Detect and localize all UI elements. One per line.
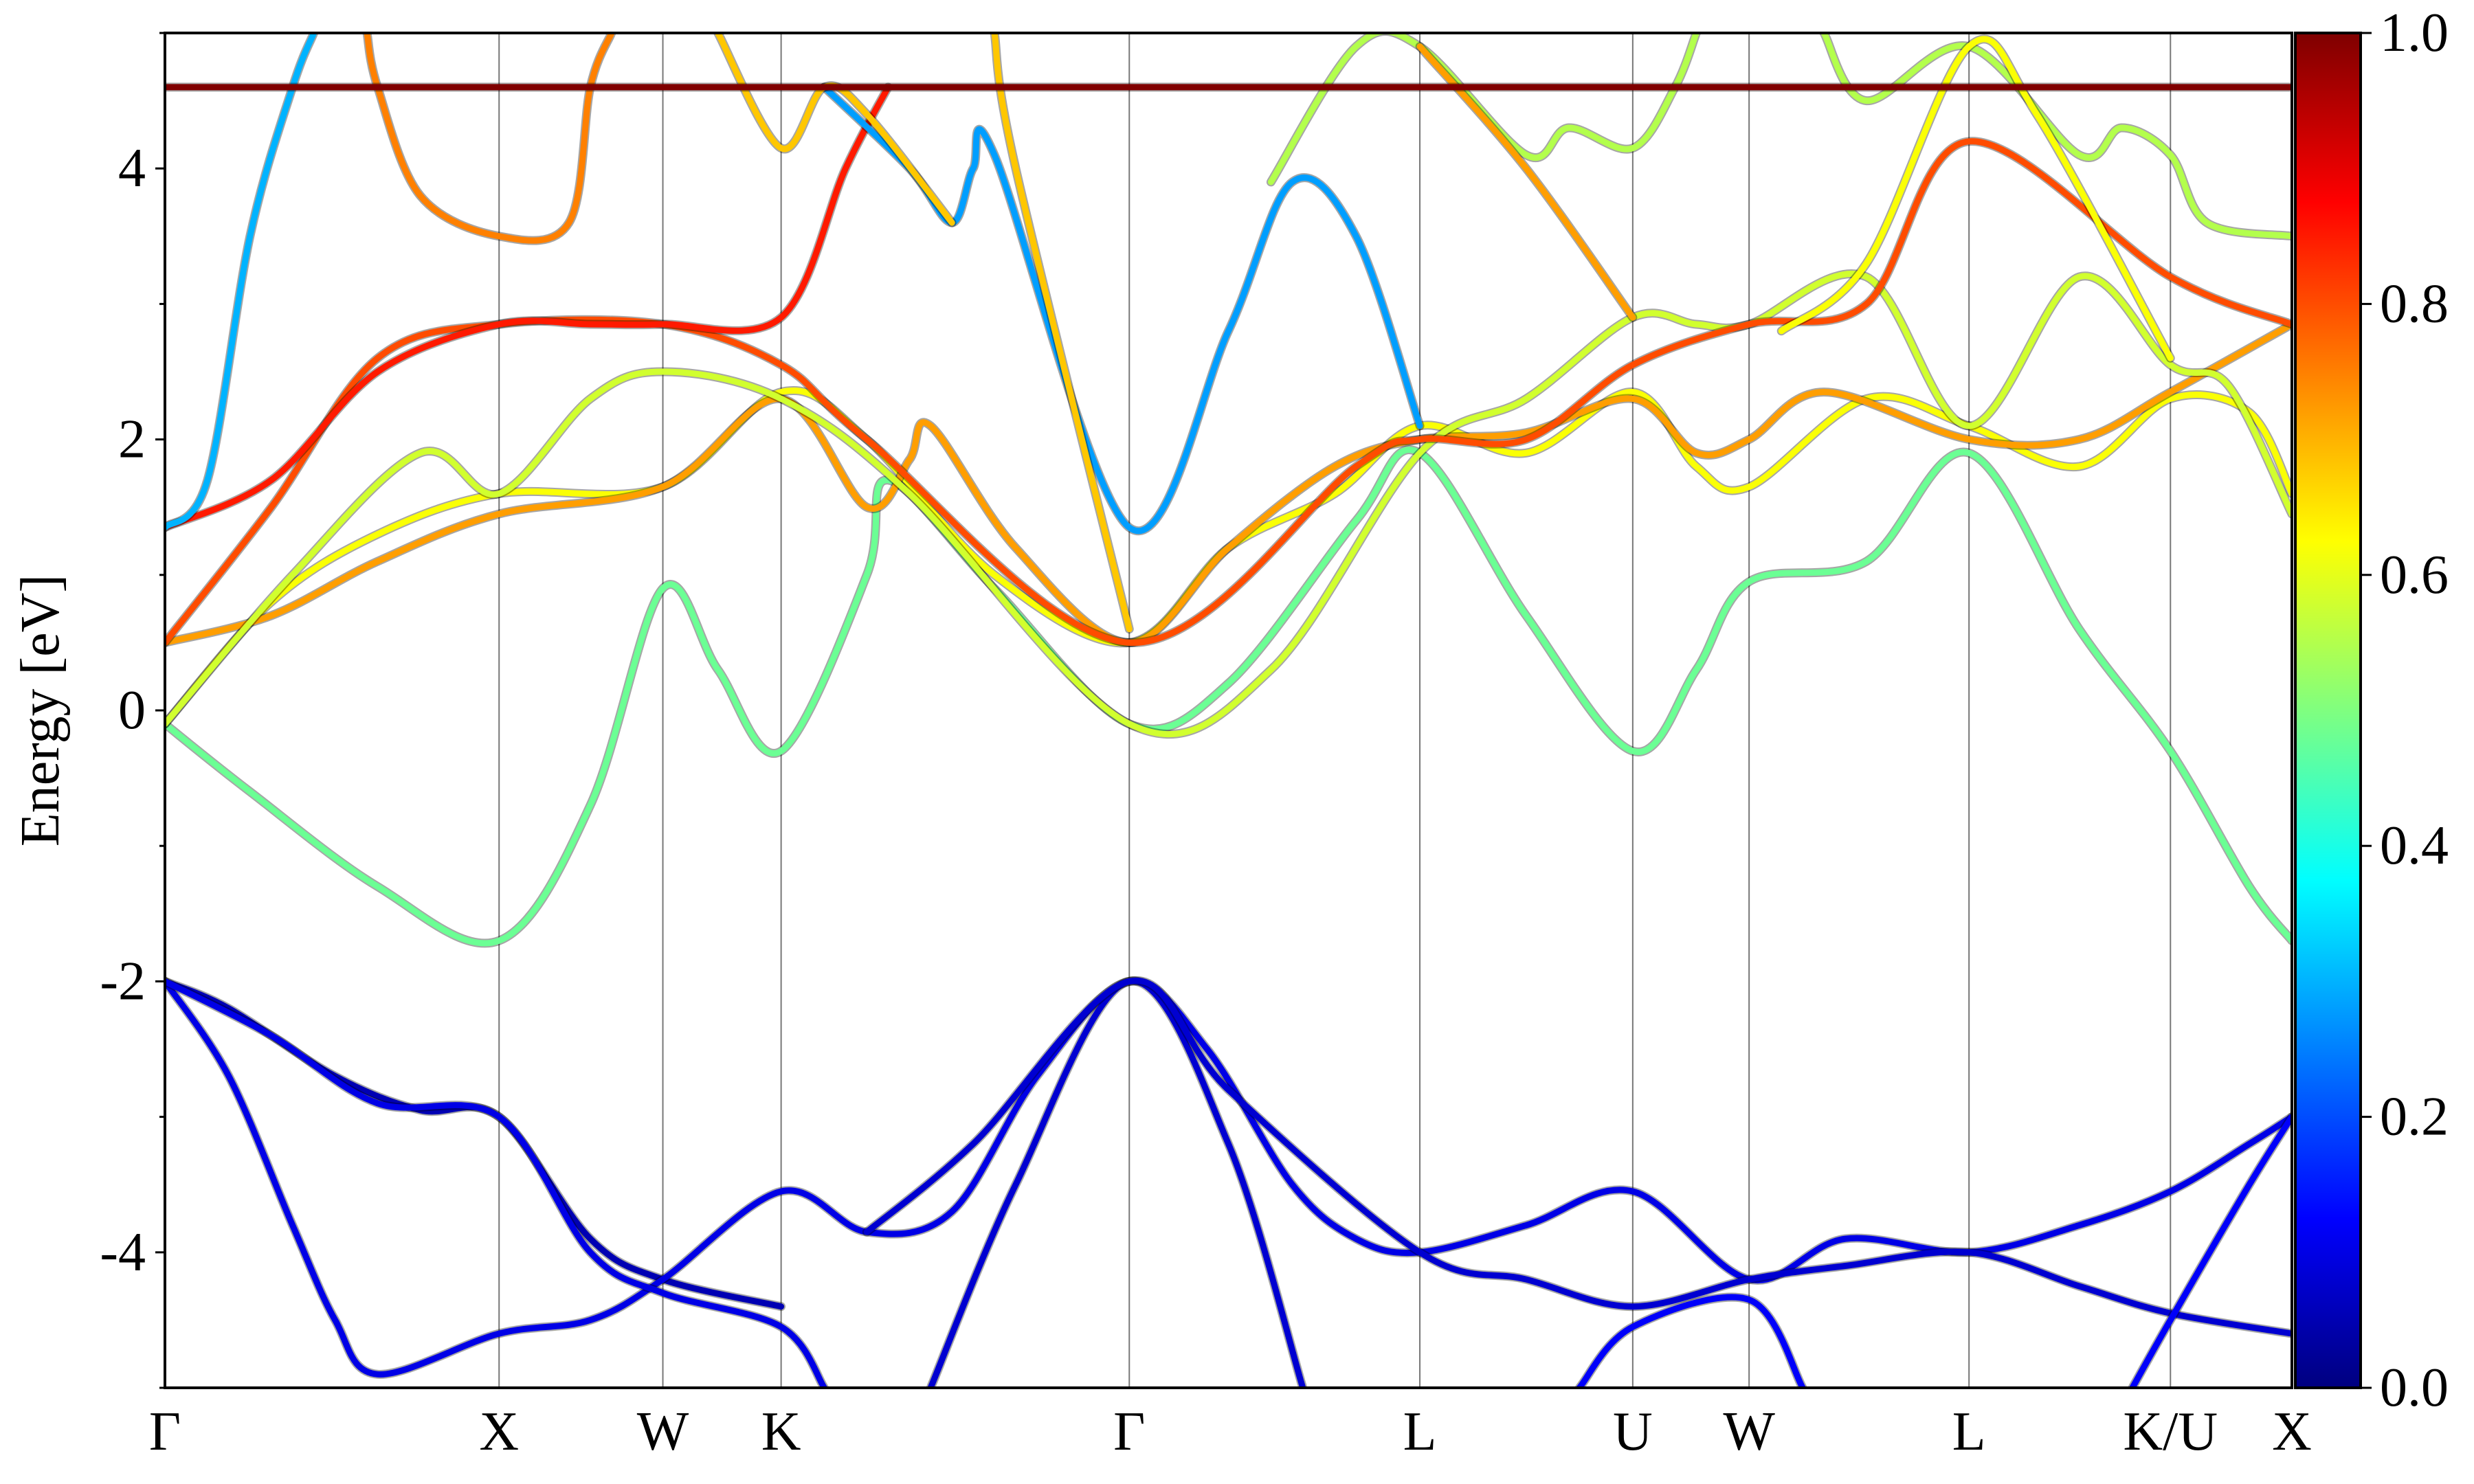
x-axis: Γ X W K Γ L U W L K/U X [149,1402,2312,1462]
x-tick-label: U [1613,1402,1653,1462]
y-tick-label: -2 [100,951,146,1011]
colorbar-axis: 0.0 0.2 0.4 0.6 0.8 1.0 [2361,3,2449,1418]
y-tick-label: -4 [100,1222,146,1283]
x-tick-label: L [1403,1402,1437,1462]
x-tick-label: Γ [1113,1402,1145,1462]
x-tick-label: K [761,1402,801,1462]
band-line-4 [863,977,2292,1337]
colorbar-tick-label: 0.6 [2380,545,2449,605]
y-tick-label: 4 [118,138,146,199]
band-outline-7 [165,445,2292,948]
y-tick-label: 2 [118,409,146,470]
band-line-21 [1778,36,2174,361]
band-lines [165,33,2292,1388]
band-line-11 [165,138,2292,646]
high-symmetry-lines [498,33,2172,1388]
band-line-5 [1576,1294,1806,1388]
band-line-10 [165,270,2292,738]
band-line-8 [165,387,2292,728]
x-tick-label: X [479,1402,519,1462]
colorbar-tick-label: 0.8 [2380,273,2449,334]
colorbar-tick-label: 0.0 [2380,1358,2449,1418]
band-line-9 [165,321,2292,646]
colorbar-tick-label: 0.4 [2380,816,2449,876]
colorbar-tick-label: 0.2 [2380,1087,2449,1147]
x-tick-label: K/U [2123,1402,2218,1462]
band-line-6 [2129,1114,2292,1388]
x-tick-label: Γ [149,1402,181,1462]
band-line-17 [991,33,1133,633]
x-tick-label: X [2272,1402,2312,1462]
band-line-2 [165,978,827,1388]
band-line-7 [165,447,2292,947]
band-outline-11 [165,137,2292,647]
band-outline-10 [165,269,2292,739]
band-line-18 [1267,33,1700,186]
band-line-19 [1820,33,2292,240]
band-line-12 [165,84,891,531]
x-tick-label: L [1952,1402,1986,1462]
y-axis-title: Energy [eV] [10,574,71,846]
colorbar-tick-label: 1.0 [2380,3,2449,63]
band-outline-3 [926,976,1308,1388]
x-tick-label: W [637,1402,689,1462]
band-outline-1 [165,976,2292,1379]
band-line-15 [364,33,615,244]
y-axis: 4 2 0 -2 -4 [100,32,165,1389]
band-line-1 [165,978,2292,1378]
band-line-13 [165,33,317,531]
colorbar [2294,32,2362,1389]
band-outline-2 [165,976,829,1388]
band-line-20 [1416,43,1636,321]
y-tick-label: 0 [118,680,146,741]
x-tick-label: W [1723,1402,1775,1462]
